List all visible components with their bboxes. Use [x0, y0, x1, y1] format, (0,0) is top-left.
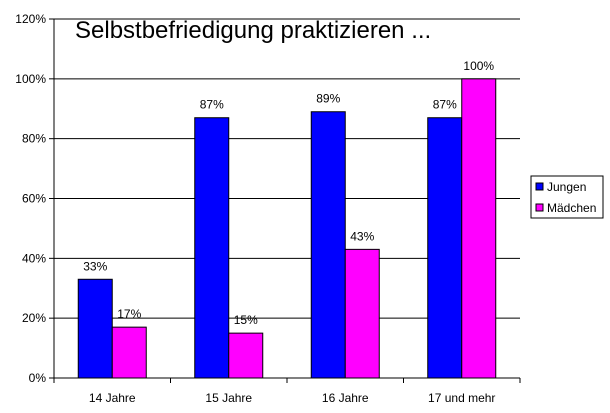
bar-maedchen [228, 332, 264, 379]
y-tick-label: 80% [22, 132, 46, 146]
data-label: 87% [200, 98, 224, 112]
x-axis-ticks: 14 Jahre 15 Jahre 16 Jahre 17 und mehr [53, 378, 521, 405]
y-tick-label: 60% [22, 192, 46, 206]
bar-maedchen [344, 248, 380, 379]
legend-label: Mädchen [547, 201, 596, 215]
data-label: 89% [316, 92, 340, 106]
chart-title: Selbstbefriedigung praktizieren ... [75, 17, 431, 44]
bars [77, 78, 497, 379]
legend: Jungen Mädchen [530, 175, 604, 219]
data-label: 15% [234, 313, 258, 327]
y-axis-ticks: 0% 20% 40% 60% 80% 100% 120% [15, 12, 54, 385]
data-label: 17% [117, 307, 141, 321]
bar-maedchen [461, 78, 497, 379]
data-label: 87% [433, 98, 457, 112]
x-tick-label: 14 Jahre [89, 391, 136, 405]
bar-jungen [310, 111, 346, 379]
bar-jungen [194, 117, 230, 379]
x-tick-label: 15 Jahre [205, 391, 252, 405]
y-tick-label: 0% [29, 371, 47, 385]
y-tick-label: 100% [15, 72, 46, 86]
y-tick-label: 40% [22, 251, 46, 265]
bar-maedchen [111, 326, 147, 379]
legend-swatch [535, 203, 544, 212]
legend-swatch [535, 182, 544, 191]
bar-jungen [77, 278, 113, 379]
legend-label: Jungen [547, 180, 586, 194]
data-label: 100% [463, 59, 494, 73]
data-labels: 33% 17% 87% 15% 89% 43% 87% 100% [83, 59, 494, 327]
bar-jungen [427, 117, 463, 379]
data-label: 33% [83, 259, 107, 273]
x-tick-label: 16 Jahre [322, 391, 369, 405]
axes [53, 19, 520, 379]
data-label: 43% [350, 229, 374, 243]
x-tick-label: 17 und mehr [428, 391, 495, 405]
y-tick-label: 120% [15, 12, 46, 26]
y-tick-label: 20% [22, 311, 46, 325]
